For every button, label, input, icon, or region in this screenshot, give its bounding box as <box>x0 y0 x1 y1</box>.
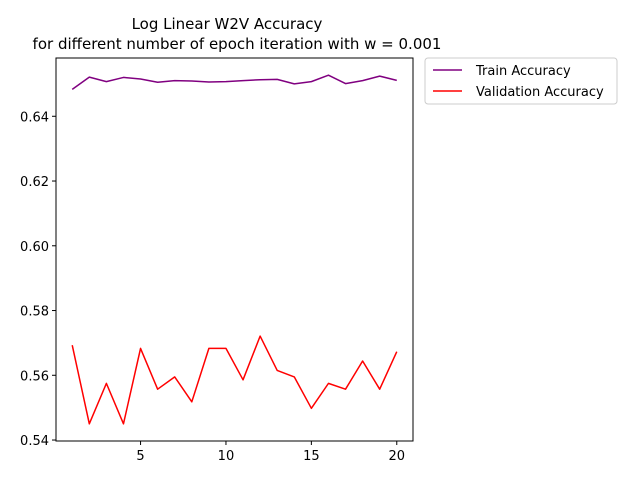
y-tick-label: 0.58 <box>20 305 49 320</box>
chart-subtitle: for different number of epoch iteration … <box>33 35 442 53</box>
plot-area <box>55 57 414 442</box>
y-tick-label: 0.64 <box>20 110 49 125</box>
series-lines <box>71 74 398 425</box>
series-line-validation <box>71 335 398 425</box>
y-tick-label: 0.62 <box>20 175 49 190</box>
legend-frame <box>424 57 618 105</box>
chart-title: Log Linear W2V Accuracy <box>132 15 323 33</box>
x-tick-label: 10 <box>218 449 235 464</box>
axis-ticks: 5 10 15 20 0.54 0.56 0.58 0.60 0.62 0.64 <box>20 110 405 464</box>
y-tick-label: 0.56 <box>20 369 49 384</box>
x-tick-label: 15 <box>303 449 320 464</box>
x-tick-label: 5 <box>136 449 144 464</box>
legend-label: Train Accuracy <box>475 64 571 79</box>
y-tick-label: 0.54 <box>20 434 49 449</box>
legend: Train Accuracy Validation Accuracy <box>424 57 618 105</box>
y-tick-label: 0.60 <box>20 240 49 255</box>
series-line-train <box>71 74 397 91</box>
legend-label: Validation Accuracy <box>476 85 604 100</box>
x-tick-label: 20 <box>388 449 405 464</box>
plot-frame <box>55 57 414 442</box>
